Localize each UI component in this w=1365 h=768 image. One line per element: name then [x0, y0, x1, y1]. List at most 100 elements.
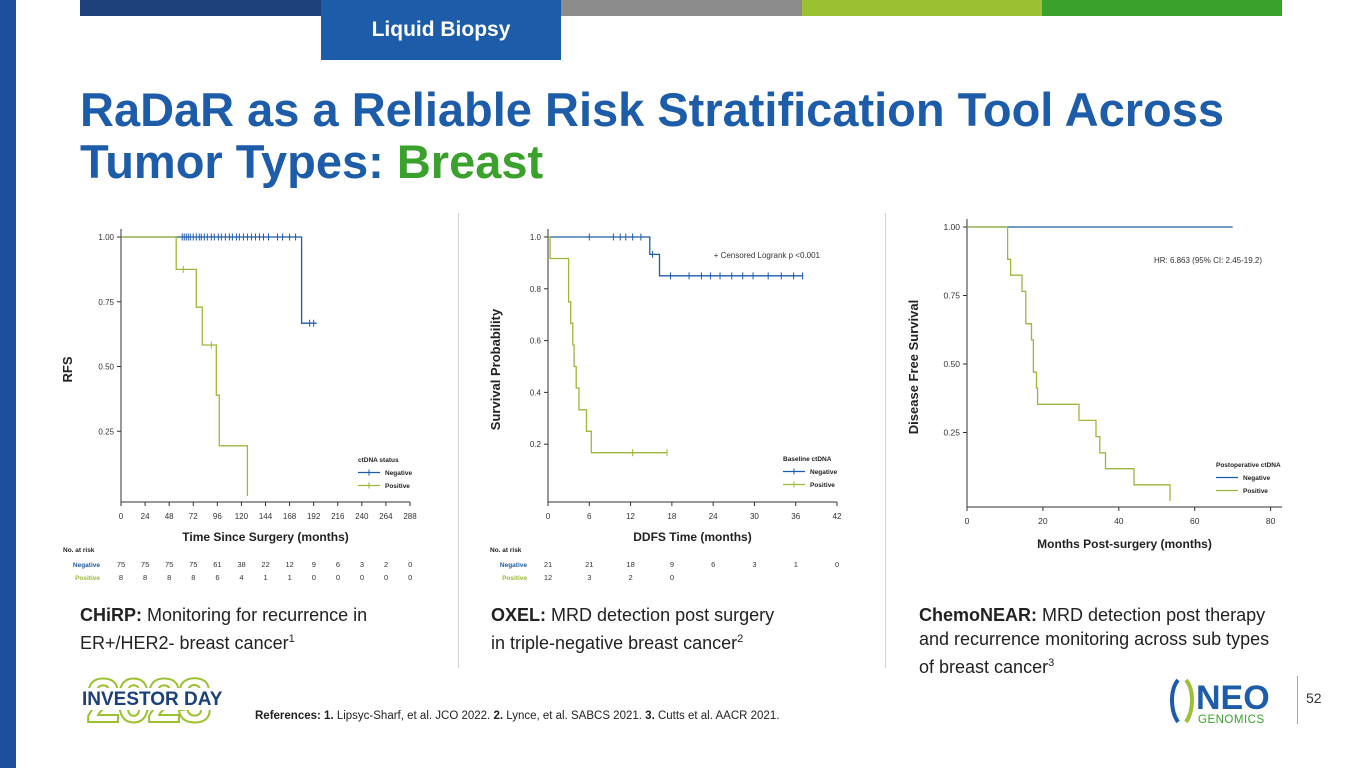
- ref-text: Lipsyc-Sharf, et al. JCO 2022.: [333, 710, 494, 722]
- header-bar-segment: [80, 0, 321, 16]
- left-rail-decoration: [0, 0, 16, 768]
- y-tick-label: 1.00: [98, 233, 114, 242]
- x-tick-label: 12: [626, 512, 635, 521]
- caption-text: MRD detection post surgery: [551, 605, 775, 625]
- ref-number: 1.: [324, 710, 334, 722]
- references: References: 1. Lipsyc-Sharf, et al. JCO …: [255, 710, 779, 722]
- risk-count: 12: [286, 560, 294, 569]
- y-tick-label: 0.50: [943, 359, 960, 369]
- header-bar-segment: [802, 0, 1042, 16]
- caption-text: ER+/HER2- breast cancer: [80, 633, 289, 653]
- risk-row-label: Negative: [500, 562, 527, 569]
- y-tick-label: 0.75: [98, 298, 114, 307]
- chart-annotation: HR: 6.863 (95% CI: 2.45-19.2): [1154, 256, 1262, 265]
- caption-study-name: CHiRP:: [80, 605, 142, 625]
- page-title: RaDaR as a Reliable Risk Stratification …: [80, 84, 1260, 188]
- x-tick-label: 48: [165, 512, 174, 521]
- section-tab: Liquid Biopsy: [321, 0, 561, 60]
- y-tick-label: 0.25: [98, 427, 114, 436]
- risk-count: 2: [384, 560, 388, 569]
- risk-count: 3: [752, 560, 756, 569]
- x-tick-label: 24: [141, 512, 150, 521]
- risk-count: 4: [239, 573, 243, 582]
- risk-count: 21: [544, 560, 552, 569]
- legend-label: Positive: [810, 482, 835, 489]
- x-tick-label: 168: [283, 512, 297, 521]
- legend-label: Negative: [385, 470, 412, 477]
- risk-count: 9: [670, 560, 674, 569]
- risk-table-title: No. at risk: [63, 547, 95, 554]
- section-tab-label: Liquid Biopsy: [371, 18, 511, 41]
- caption-study-name: ChemoNEAR:: [919, 605, 1038, 625]
- ref-text: Cutts et al. AACR 2021.: [654, 710, 780, 722]
- x-tick-label: 72: [189, 512, 198, 521]
- y-axis-label: Survival Probability: [488, 308, 503, 430]
- y-tick-label: 0.25: [943, 428, 960, 438]
- x-tick-label: 30: [750, 512, 759, 521]
- references-label: References:: [255, 710, 321, 722]
- y-tick-label: 1.0: [530, 233, 542, 242]
- title-accent: Breast: [396, 135, 544, 188]
- x-tick-label: 36: [791, 512, 800, 521]
- km-curve-negative: [121, 236, 317, 324]
- y-tick-label: 0.4: [530, 388, 542, 397]
- risk-count: 8: [143, 573, 147, 582]
- y-tick-label: 0.8: [530, 285, 542, 294]
- risk-count: 75: [117, 560, 125, 569]
- risk-row-label: Negative: [73, 562, 100, 569]
- x-axis-label: DDFS Time (months): [633, 530, 751, 544]
- caption-text: in triple-negative breast cancer: [491, 633, 738, 653]
- km-curve-positive: [121, 236, 249, 496]
- risk-count: 0: [360, 573, 364, 582]
- risk-count: 75: [141, 560, 149, 569]
- y-axis-label: RFS: [60, 356, 75, 382]
- km-curve-positive: [967, 226, 1171, 501]
- logo-helix-icon: [1170, 678, 1180, 724]
- chart-annotation: + Censored Logrank p <0.001: [714, 251, 821, 260]
- x-tick-label: 144: [259, 512, 273, 521]
- investor-day-2023-logo: 2023 INVESTOR DAY: [80, 668, 223, 728]
- caption-text: Monitoring for recurrence in: [147, 605, 368, 625]
- km-curve-positive: [548, 236, 667, 454]
- x-tick-label: 60: [1190, 516, 1200, 526]
- logo-separator: [1297, 676, 1298, 724]
- x-tick-label: 18: [667, 512, 676, 521]
- risk-count: 0: [835, 560, 839, 569]
- caption-text: of breast cancer: [919, 657, 1049, 677]
- neogenomics-logo: NEO GENOMICS: [1170, 678, 1270, 726]
- risk-count: 38: [237, 560, 245, 569]
- chirp-km-chart: 0 24 48 72 96 120 144 168 192 216 240 264 2881.000.7…: [60, 229, 417, 582]
- risk-count: 18: [626, 560, 634, 569]
- x-tick-label: 0: [546, 512, 551, 521]
- legend-title: Postoperative ctDNA: [1216, 462, 1281, 469]
- y-tick-label: 0.50: [98, 363, 114, 372]
- oxel-caption: OXEL: MRD detection post surgery in trip…: [491, 603, 774, 655]
- risk-count: 0: [670, 573, 674, 582]
- risk-count: 75: [189, 560, 197, 569]
- event-name: INVESTOR DAY: [82, 689, 223, 710]
- header-bar-segment: [561, 0, 802, 16]
- risk-count: 0: [312, 573, 316, 582]
- x-tick-label: 6: [587, 512, 592, 521]
- risk-count: 1: [264, 573, 268, 582]
- chemonear-km-chart: 0 20 40 60 80 1.00 0.75 0.50 0.25 Months Post-sur…: [906, 219, 1282, 551]
- risk-row-label: Positive: [75, 575, 100, 582]
- column-divider: [458, 213, 459, 668]
- x-tick-label: 120: [235, 512, 249, 521]
- x-tick-label: 240: [355, 512, 369, 521]
- x-tick-label: 264: [379, 512, 393, 521]
- ref-text: Lynce, et al. SABCS 2021.: [503, 710, 646, 722]
- risk-count: 0: [336, 573, 340, 582]
- risk-count: 2: [629, 573, 633, 582]
- ref-number: 3.: [645, 710, 655, 722]
- legend-title: ctDNA status: [358, 457, 399, 464]
- x-tick-label: 40: [1114, 516, 1124, 526]
- header-bar-segment: [1042, 0, 1282, 16]
- caption-sup: 3: [1048, 657, 1055, 669]
- column-divider: [885, 213, 886, 668]
- caption-sup: 2: [737, 633, 744, 645]
- x-tick-label: 0: [119, 512, 124, 521]
- logo-wordmark: NEO: [1196, 679, 1270, 717]
- title-line2-prefix: Tumor Types:: [80, 135, 397, 188]
- risk-table-title: No. at risk: [490, 547, 522, 554]
